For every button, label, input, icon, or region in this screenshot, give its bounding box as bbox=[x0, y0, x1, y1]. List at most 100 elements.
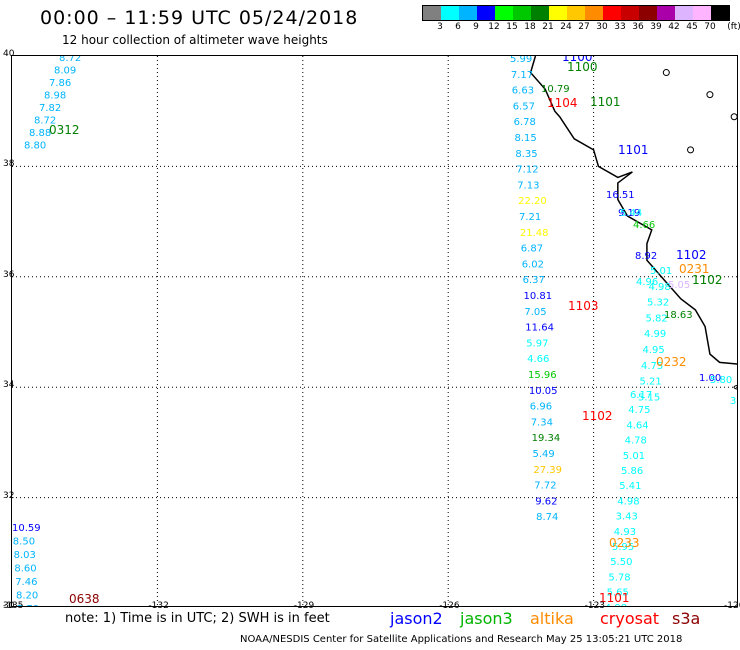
color-scale-bar bbox=[422, 5, 730, 21]
page-title: 00:00 – 11:59 UTC 05/24/2018 bbox=[40, 7, 359, 29]
wave-height-value: 4.98 bbox=[617, 496, 639, 507]
wave-height-value: 6.63 bbox=[512, 86, 534, 97]
wave-height-value: 4.99 bbox=[644, 329, 666, 340]
pass-time-label: 1103 bbox=[568, 299, 599, 313]
wave-height-value: 8.20 bbox=[16, 591, 38, 602]
coastal-label: 5.80 bbox=[710, 375, 732, 386]
pass-time-label: 1104 bbox=[547, 96, 578, 110]
color-scale-tick: 42 bbox=[668, 22, 680, 32]
longitude-label: -120 bbox=[724, 601, 740, 611]
latitude-label: 32 bbox=[3, 490, 15, 501]
color-swatch bbox=[639, 6, 657, 20]
latitude-label: 34 bbox=[3, 380, 15, 391]
color-swatch bbox=[693, 6, 711, 20]
wave-height-value: 4.95 bbox=[643, 345, 665, 356]
coastal-label: 10.79 bbox=[541, 84, 570, 95]
color-swatch bbox=[675, 6, 693, 20]
coastal-label: 1102 bbox=[692, 273, 723, 287]
wave-height-value: 27.39 bbox=[533, 465, 562, 476]
wave-height-value: 8.15 bbox=[515, 133, 537, 144]
wave-height-value: 4.64 bbox=[626, 420, 648, 431]
color-swatch bbox=[441, 6, 459, 20]
coastal-label: 1102 bbox=[676, 248, 707, 262]
pass-time-label: 0312 bbox=[49, 123, 80, 137]
satellite-altika: altika bbox=[530, 609, 574, 628]
wave-height-value: 6.87 bbox=[521, 244, 543, 255]
wave-height-value: 5.49 bbox=[533, 449, 555, 460]
coastal-label: 1.00 bbox=[699, 373, 721, 384]
wave-height-value: 4.75 bbox=[641, 361, 663, 372]
latitude-label: 40 bbox=[3, 49, 15, 59]
wave-height-value: 4.66 bbox=[527, 354, 549, 365]
units-note: note: 1) Time is in UTC; 2) SWH is in fe… bbox=[65, 611, 330, 626]
coastal-label: 8.92 bbox=[635, 251, 657, 262]
wave-height-value: 7.21 bbox=[519, 212, 541, 223]
color-swatch bbox=[423, 6, 441, 20]
color-swatch bbox=[621, 6, 639, 20]
color-swatch bbox=[567, 6, 585, 20]
color-scale-tick: 15 bbox=[506, 22, 518, 32]
satellite-s3a: s3a bbox=[672, 609, 701, 628]
wave-height-value: 8.50 bbox=[13, 537, 35, 548]
wave-height-value: 7.17 bbox=[511, 70, 533, 81]
color-swatch bbox=[513, 6, 531, 20]
wave-height-value: 5.82 bbox=[646, 313, 668, 324]
wave-height-value: 7.05 bbox=[524, 307, 546, 318]
coastal-label: 1100 bbox=[567, 60, 598, 74]
wave-height-value: 9.62 bbox=[535, 496, 557, 507]
coastal-label: 3.5 bbox=[730, 396, 738, 407]
wave-height-value: 6.78 bbox=[514, 117, 536, 128]
color-scale-tick: 24 bbox=[560, 22, 572, 32]
wave-height-value: 7.79 bbox=[17, 604, 39, 607]
color-scale-tick: 6 bbox=[455, 22, 461, 32]
satellite-jason3: jason3 bbox=[460, 609, 513, 628]
color-scale-tick: 18 bbox=[524, 22, 536, 32]
coastal-label: 4.66 bbox=[633, 220, 655, 231]
wave-height-value: 5.21 bbox=[640, 377, 662, 388]
wave-height-value: 4.75 bbox=[628, 405, 650, 416]
wave-height-value: 6.37 bbox=[523, 275, 545, 286]
wave-height-value: 4.98 bbox=[649, 282, 671, 293]
wave-height-value: 7.46 bbox=[15, 577, 37, 588]
wave-height-value: 15.96 bbox=[528, 370, 557, 381]
wave-height-value: 11.64 bbox=[525, 323, 554, 334]
wave-height-value: 5.86 bbox=[621, 466, 643, 477]
wave-height-value: 8.35 bbox=[515, 149, 537, 160]
latitude-label: 30 bbox=[3, 601, 15, 611]
wave-height-value: 10.81 bbox=[524, 291, 553, 302]
coastline bbox=[529, 56, 737, 365]
lake-outline bbox=[730, 113, 737, 121]
wave-height-value: 8.03 bbox=[14, 550, 36, 561]
longitude-label: -126 bbox=[439, 601, 460, 611]
wave-height-value: 5.97 bbox=[526, 338, 548, 349]
color-scale-tick: 9 bbox=[473, 22, 479, 32]
color-swatch bbox=[585, 6, 603, 20]
wave-height-value: 8.88 bbox=[29, 128, 51, 139]
wave-height-value: 3.43 bbox=[616, 512, 638, 523]
color-scale-tick: 39 bbox=[650, 22, 662, 32]
wave-height-value: 10.05 bbox=[529, 386, 558, 397]
satellite-cryosat: cryosat bbox=[600, 609, 660, 628]
wave-height-value: 5.01 bbox=[623, 451, 645, 462]
color-scale-tick: 21 bbox=[542, 22, 554, 32]
latitude-label: 36 bbox=[3, 269, 15, 280]
wave-height-value: 4.98 bbox=[605, 603, 627, 607]
wave-height-value: 6.96 bbox=[530, 402, 552, 413]
map-canvas: 8.728.097.868.987.828.728.888.80031210.5… bbox=[12, 56, 738, 607]
wave-height-value: 5.99 bbox=[510, 56, 532, 65]
color-scale-tick: 12 bbox=[488, 22, 500, 32]
coastal-label: 5.44 bbox=[620, 208, 642, 219]
pass-time-label: 1102 bbox=[582, 409, 613, 423]
lake-outline bbox=[662, 69, 670, 77]
coastal-label: 9.19 bbox=[618, 208, 640, 219]
wave-height-value: 5.41 bbox=[619, 481, 641, 492]
coastal-label: 18.63 bbox=[664, 310, 693, 321]
color-swatch bbox=[603, 6, 621, 20]
color-scale-tick: 70 bbox=[704, 22, 716, 32]
color-scale-tick: 30 bbox=[596, 22, 608, 32]
lake-outline bbox=[706, 91, 714, 99]
color-scale-tick: 27 bbox=[578, 22, 590, 32]
wave-height-value: 8.72 bbox=[34, 116, 56, 127]
color-scale-unit: (ft) bbox=[727, 22, 740, 32]
wave-height-value: 5.01 bbox=[650, 266, 672, 277]
